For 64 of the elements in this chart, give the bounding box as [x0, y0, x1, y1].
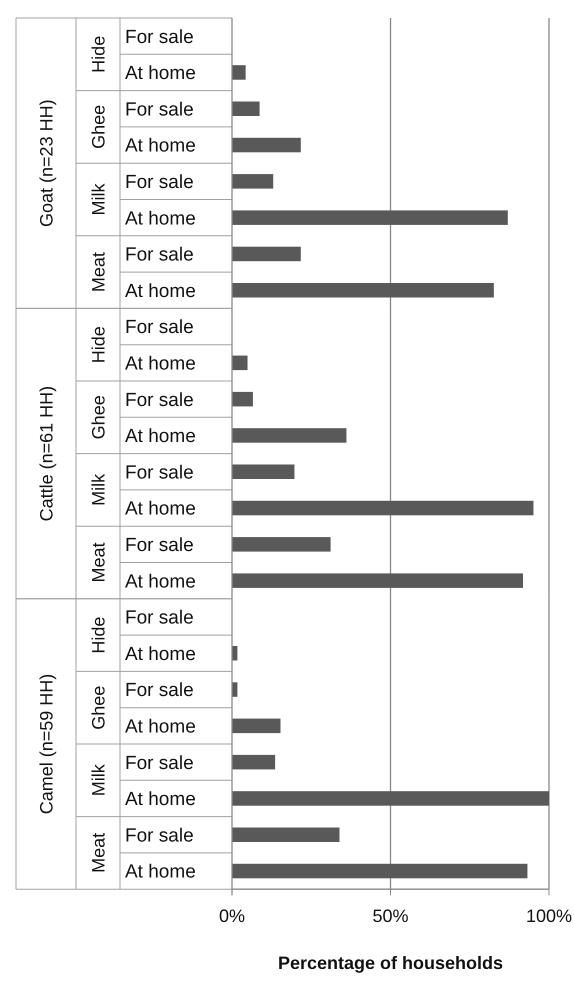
text: Ghee: [88, 395, 108, 440]
y-tick-label: At home: [125, 571, 196, 592]
bar: [232, 210, 508, 225]
bar: [232, 65, 246, 80]
bar: [232, 174, 274, 189]
text: Hide: [88, 36, 108, 73]
bar: [232, 392, 253, 406]
bar: [232, 500, 534, 516]
y-tick-label: For sale: [125, 825, 194, 846]
y-tick-label: At home: [125, 426, 196, 448]
text: Ghee: [88, 104, 108, 149]
x-tick-label: 100%: [526, 906, 572, 926]
x-axis-title: Percentage of households: [278, 953, 504, 974]
y-tick-label: For sale: [125, 390, 194, 411]
text: Cattle (n=61 HH): [36, 386, 56, 522]
bar: [232, 138, 301, 152]
y-tick-label: At home: [125, 862, 196, 883]
bar: [232, 827, 340, 842]
y-tick-label: For sale: [125, 608, 194, 629]
bar: [232, 282, 494, 298]
y-tick-label: For sale: [125, 680, 194, 702]
y-tick-label: For sale: [125, 752, 194, 774]
bar: [232, 537, 331, 552]
text: Hide: [88, 616, 108, 654]
bar: [232, 356, 248, 370]
y-tick-label: For sale: [125, 26, 194, 48]
bar: [232, 428, 346, 443]
y-tick-label: For sale: [125, 317, 194, 338]
bar: [232, 791, 549, 806]
bar: [232, 246, 301, 262]
y-tick-label: For sale: [125, 462, 194, 484]
text: Meat: [88, 832, 108, 873]
text: Hide: [88, 326, 108, 364]
x-tick-label: 0%: [218, 906, 246, 926]
text: Milk: [88, 763, 108, 796]
y-tick-label: For sale: [125, 99, 194, 120]
y-tick-label: For sale: [125, 244, 194, 266]
y-tick-label: At home: [125, 644, 196, 665]
bar: [232, 573, 524, 588]
y-tick-label: At home: [125, 716, 196, 738]
text: Goat (n=23 HH): [36, 99, 56, 227]
bar: [232, 646, 238, 661]
bar: [232, 754, 276, 770]
y-tick-label: For sale: [125, 535, 194, 556]
text: Camel (n=59 HH): [36, 674, 56, 814]
y-tick-label: At home: [125, 789, 196, 810]
bar: [232, 718, 280, 734]
y-tick-label: At home: [125, 498, 196, 520]
text: Milk: [88, 472, 108, 506]
bar: [232, 864, 528, 878]
y-tick-label: At home: [125, 354, 196, 374]
y-tick-label: At home: [125, 280, 196, 302]
y-tick-label: At home: [125, 208, 196, 230]
bar: [232, 464, 294, 480]
x-tick-label: 50%: [372, 906, 409, 926]
text: Meat: [88, 542, 108, 583]
y-tick-label: At home: [125, 63, 196, 84]
bar: [232, 682, 238, 697]
text: Meat: [88, 252, 108, 292]
text: Milk: [88, 182, 108, 216]
y-tick-label: At home: [125, 136, 196, 157]
text: Ghee: [88, 686, 108, 730]
bar: [232, 101, 260, 116]
y-tick-label: For sale: [125, 172, 194, 193]
